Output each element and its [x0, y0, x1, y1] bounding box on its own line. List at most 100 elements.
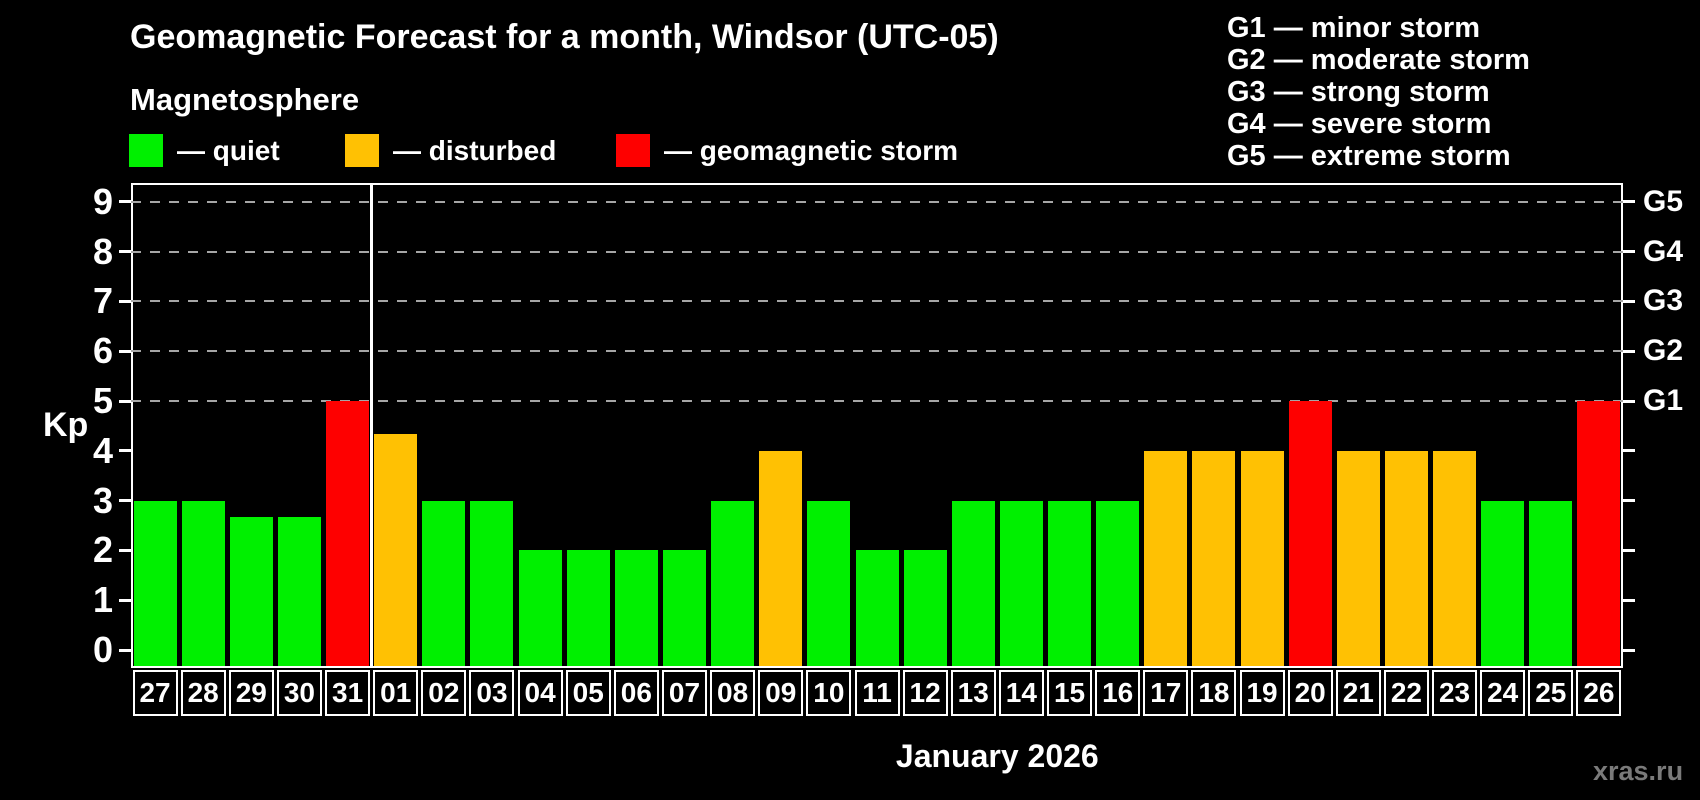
kp-bar-day-19	[1240, 450, 1284, 666]
storm-label: — geomagnetic storm	[664, 134, 959, 166]
y-axis-label-7: 7	[92, 280, 113, 322]
gridline-kp8	[131, 250, 1623, 253]
kp-bar-day-12	[903, 550, 947, 666]
g-level-label-G3: G3	[1643, 284, 1684, 318]
g-level-label-G5: G5	[1643, 184, 1684, 218]
g-legend-line: G1 — minor storm	[1227, 12, 1480, 44]
kp-bar-day-01	[374, 434, 418, 666]
y-axis-label-5: 5	[92, 380, 113, 421]
day-label-12: 12	[902, 670, 948, 716]
gridline-kp5	[131, 400, 1623, 402]
y-axis-tick-left	[119, 250, 131, 254]
kp-bar-day-02	[422, 500, 466, 666]
kp-bar-day-22	[1384, 450, 1428, 666]
day-label-24: 24	[1480, 670, 1526, 716]
legend-item-disturbed: — disturbed	[345, 134, 556, 167]
kp-bar-day-17	[1144, 450, 1188, 666]
y-axis-label-3: 3	[92, 479, 113, 521]
gridline-kp6	[131, 350, 1623, 353]
day-label-18: 18	[1191, 670, 1237, 716]
day-label-30: 30	[276, 670, 322, 716]
y-axis-title: Kp	[43, 406, 89, 444]
y-axis-label-6: 6	[92, 330, 113, 372]
kp-bar-day-10	[807, 500, 851, 666]
y-axis-tick-left	[119, 548, 131, 552]
x-axis-title: January 2026	[895, 738, 1099, 774]
kp-bar-day-18	[1192, 450, 1236, 666]
day-label-02: 02	[421, 670, 467, 716]
kp-bar-day-21	[1336, 450, 1380, 666]
y-axis-tick-left	[119, 499, 131, 503]
y-axis-label-9: 9	[92, 180, 113, 222]
disturbed-swatch	[345, 134, 379, 167]
page-title: Geomagnetic Forecast for a month, Windso…	[130, 18, 999, 56]
kp-bar-day-14	[999, 500, 1043, 666]
y-axis-tick-left	[119, 399, 131, 403]
day-label-15: 15	[1047, 670, 1093, 716]
magnetosphere-subtitle: Magnetosphere	[130, 82, 360, 117]
g-level-label-G1: G1	[1643, 384, 1684, 417]
day-label-01: 01	[373, 670, 419, 716]
kp-bar-day-04	[518, 550, 562, 666]
day-label-27: 27	[132, 670, 178, 716]
gridline-kp7	[131, 300, 1623, 303]
kp-bar-day-27	[133, 500, 177, 666]
day-label-25: 25	[1528, 670, 1574, 716]
kp-bar-day-07	[662, 550, 706, 666]
disturbed-label: — disturbed	[393, 134, 557, 166]
day-label-07: 07	[661, 670, 707, 716]
y-axis-tick-left	[119, 598, 131, 602]
day-label-23: 23	[1432, 670, 1478, 716]
g-level-label-G4: G4	[1643, 234, 1684, 268]
y-axis-tick-right	[1623, 548, 1635, 552]
y-axis-tick-right	[1623, 648, 1635, 652]
y-axis-tick-right	[1623, 299, 1635, 303]
day-label-04: 04	[517, 670, 563, 716]
day-label-11: 11	[854, 670, 900, 716]
kp-bar-day-28	[181, 500, 225, 666]
day-label-10: 10	[806, 670, 852, 716]
y-axis-tick-right	[1623, 449, 1635, 453]
day-label-31: 31	[325, 670, 371, 716]
gridline-kp9	[131, 200, 1623, 203]
kp-bar-day-06	[614, 550, 658, 666]
day-label-03: 03	[469, 670, 515, 716]
storm-swatch	[616, 134, 650, 167]
kp-bar-day-25	[1529, 500, 1573, 666]
day-label-06: 06	[613, 670, 659, 716]
y-axis-tick-left	[119, 299, 131, 303]
y-axis-tick-left	[119, 200, 131, 204]
kp-bar-day-11	[855, 550, 899, 666]
y-axis-label-1: 1	[92, 579, 113, 621]
day-label-20: 20	[1287, 670, 1333, 716]
g-legend-line: G2 — moderate storm	[1227, 44, 1530, 76]
kp-bar-day-16	[1096, 500, 1140, 666]
g-legend-line: G4 — severe storm	[1227, 108, 1492, 140]
g-legend-line: G5 — extreme storm	[1227, 140, 1511, 172]
day-label-22: 22	[1383, 670, 1429, 716]
month-divider-line	[370, 185, 374, 666]
day-label-19: 19	[1239, 670, 1285, 716]
quiet-label: — quiet	[177, 134, 280, 166]
kp-bar-day-09	[759, 450, 803, 666]
y-axis-label-4: 4	[92, 429, 113, 471]
watermark: xras.ru	[1593, 756, 1684, 786]
g-level-label-G2: G2	[1643, 334, 1684, 368]
y-axis-tick-left	[119, 648, 131, 652]
legend-item-quiet: — quiet	[129, 134, 280, 167]
y-axis-tick-right	[1623, 250, 1635, 254]
kp-bar-day-15	[1048, 500, 1092, 666]
y-axis-tick-right	[1623, 349, 1635, 353]
y-axis-tick-right	[1623, 399, 1635, 403]
y-axis-label-0: 0	[92, 629, 113, 670]
kp-bar-day-03	[470, 500, 514, 666]
legend-item-storm: — geomagnetic storm	[616, 134, 958, 167]
quiet-swatch	[129, 134, 163, 167]
day-label-08: 08	[710, 670, 756, 716]
day-label-21: 21	[1335, 670, 1381, 716]
kp-bar-day-08	[711, 500, 755, 666]
y-axis-tick-right	[1623, 499, 1635, 503]
day-label-16: 16	[1095, 670, 1141, 716]
y-axis-tick-right	[1623, 200, 1635, 204]
